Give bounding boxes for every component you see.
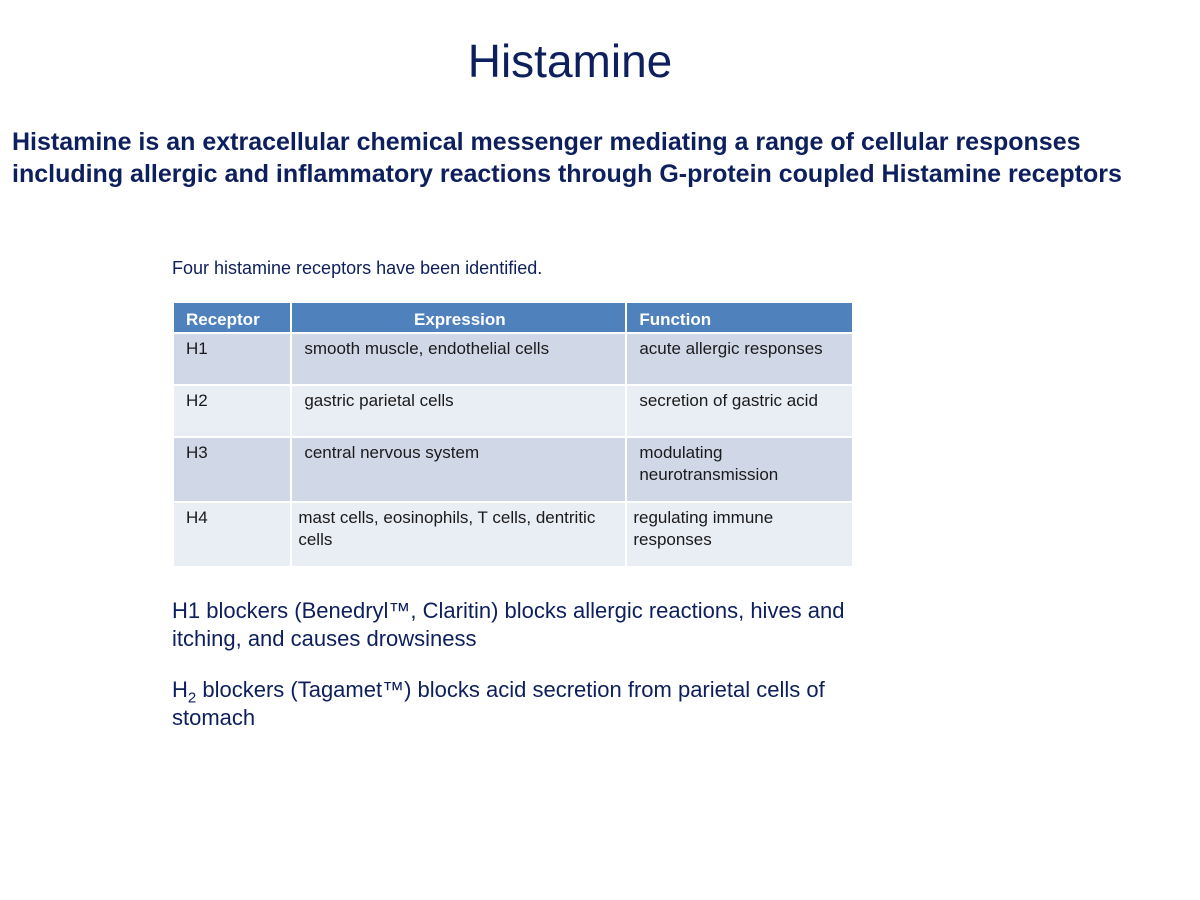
cell-receptor: H3 xyxy=(171,436,293,503)
h2-text: blockers (Tagamet™) blocks acid secretio… xyxy=(172,677,825,730)
header-function: Function xyxy=(625,301,854,334)
header-expression: Expression xyxy=(290,301,628,334)
h1-blockers-note: H1 blockers (Benedryl™, Claritin) blocks… xyxy=(172,598,845,651)
cell-receptor: H1 xyxy=(171,332,293,386)
cell-function: modulating neurotransmission xyxy=(625,436,854,503)
intro-line-1: Histamine is an extracellular chemical m… xyxy=(12,128,1081,156)
table-row: H2 gastric parietal cells secretion of g… xyxy=(171,384,854,438)
cell-receptor: H2 xyxy=(171,384,293,438)
intro-line-2: including allergic and inflammatory reac… xyxy=(12,160,1122,188)
table-row: H1 smooth muscle, endothelial cells acut… xyxy=(171,332,854,386)
h2-blockers-note: H2 blockers (Tagamet™) blocks acid secre… xyxy=(172,676,892,732)
h2-subscript: 2 xyxy=(187,689,197,707)
header-receptor: Receptor xyxy=(171,301,293,334)
table-header-row: Receptor Expression Function xyxy=(171,301,854,334)
cell-receptor: H4 xyxy=(171,501,293,568)
intro-paragraph: Histamine is an extracellular chemical m… xyxy=(12,126,1200,190)
table-caption: Four histamine receptors have been ident… xyxy=(172,258,543,278)
cell-function: acute allergic responses xyxy=(625,332,854,386)
cell-expression: gastric parietal cells xyxy=(290,384,628,438)
page-title: Histamine xyxy=(467,35,673,87)
cell-expression: mast cells, eosinophils, T cells, dentri… xyxy=(290,501,628,568)
h2-prefix: H xyxy=(172,677,188,702)
cell-function: regulating immune responses xyxy=(625,501,854,568)
cell-function: secretion of gastric acid xyxy=(625,384,854,438)
receptor-table: Receptor Expression Function H1 smooth m… xyxy=(171,301,854,568)
table-row: H4 mast cells, eosinophils, T cells, den… xyxy=(171,501,854,568)
cell-expression: smooth muscle, endothelial cells xyxy=(290,332,628,386)
table-row: H3 central nervous system modulating neu… xyxy=(171,436,854,503)
cell-expression: central nervous system xyxy=(290,436,628,503)
